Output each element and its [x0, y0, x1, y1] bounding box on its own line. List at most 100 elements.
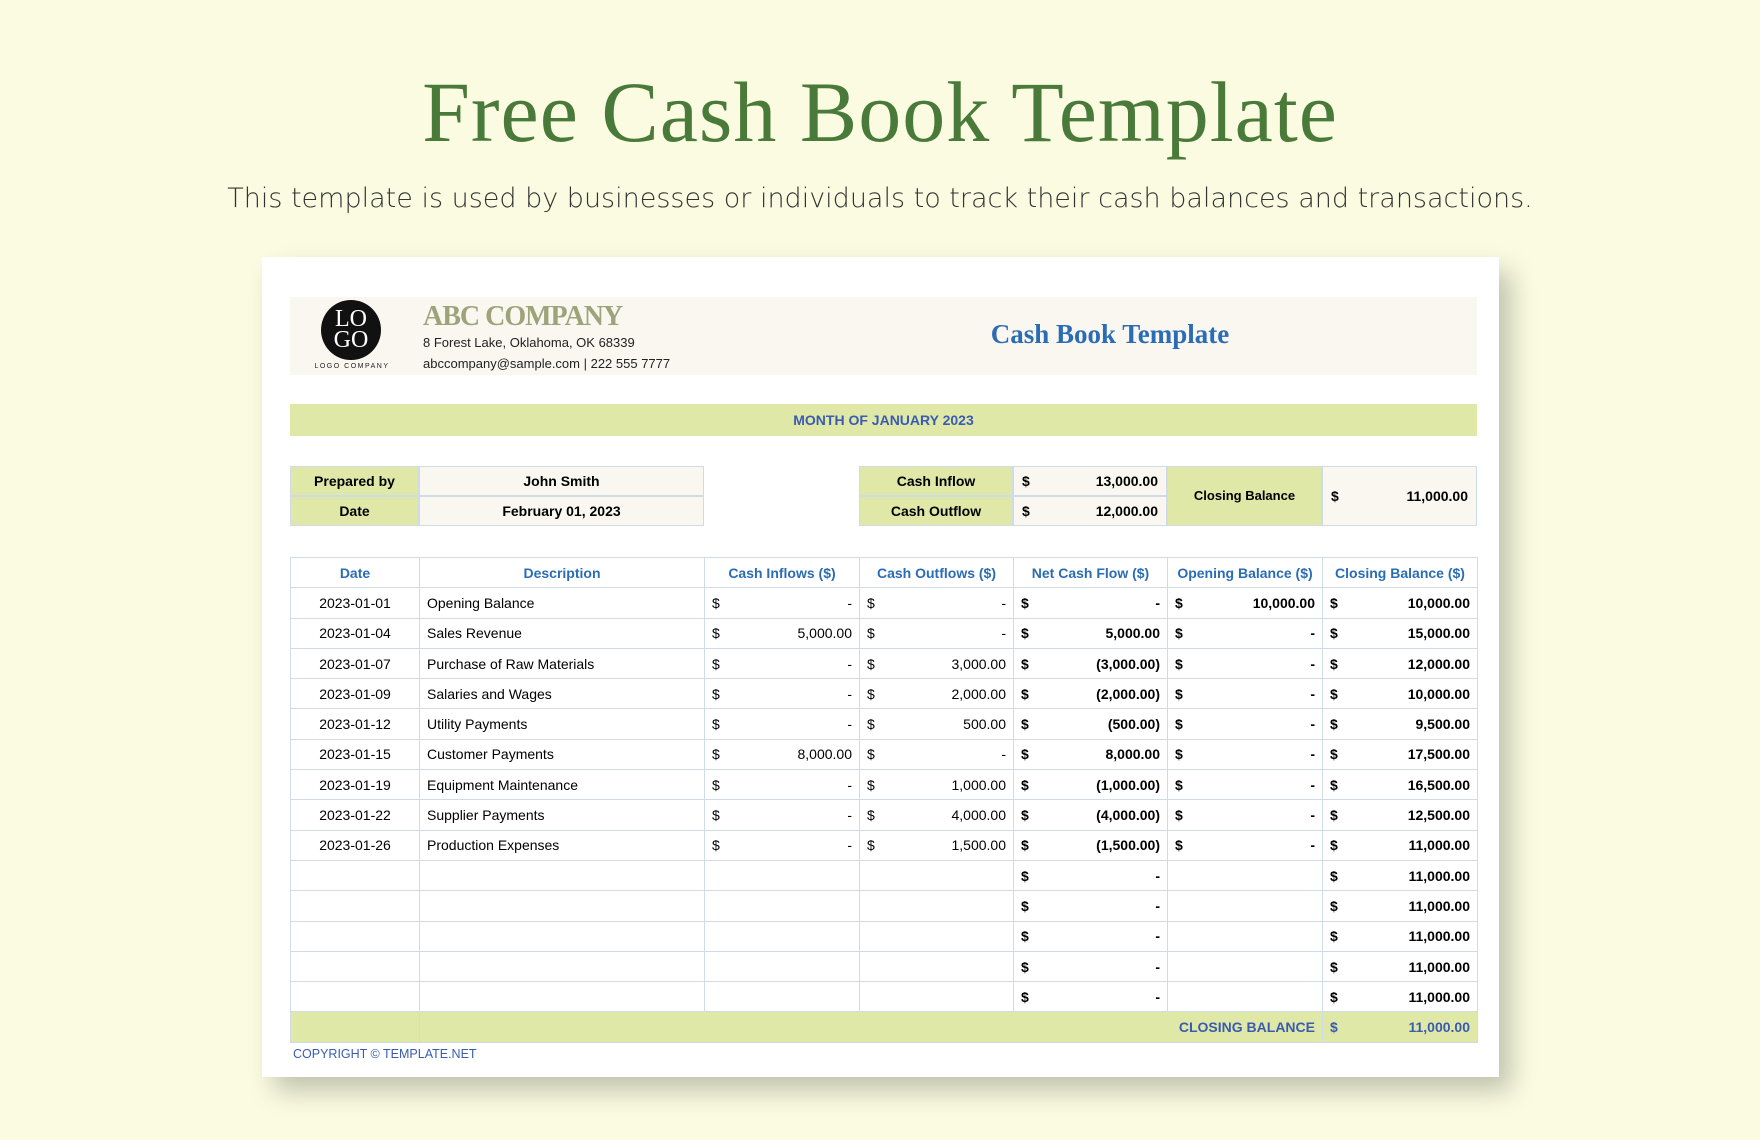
cell-cash-outflow[interactable]: $ -	[859, 587, 1014, 619]
cell-description[interactable]	[419, 920, 705, 952]
cell-description[interactable]: Production Expenses	[419, 829, 705, 861]
cell-date[interactable]: 2023-01-01	[290, 587, 420, 619]
date-value[interactable]: February 01, 2023	[419, 496, 704, 526]
cell-closing-balance[interactable]: $11,000.00	[1322, 859, 1478, 892]
cell-date[interactable]: 2023-01-07	[290, 647, 420, 680]
cell-opening-balance[interactable]: $ -	[1167, 708, 1323, 740]
cell-cash-outflow[interactable]	[859, 920, 1014, 952]
cell-date[interactable]: 2023-01-22	[290, 799, 420, 831]
cell-opening-balance[interactable]: $ -	[1167, 738, 1323, 771]
cell-description[interactable]: Customer Payments	[419, 738, 705, 771]
cell-description[interactable]	[419, 981, 705, 1013]
cell-closing-balance[interactable]: $9,500.00	[1322, 708, 1478, 740]
cell-closing-balance[interactable]: $16,500.00	[1322, 769, 1478, 801]
cell-opening-balance[interactable]: $ -	[1167, 617, 1323, 649]
prepared-by-value[interactable]: John Smith	[419, 466, 704, 496]
cell-cash-outflow[interactable]: $2,000.00	[859, 678, 1014, 710]
cell-opening-balance[interactable]: $ -	[1167, 829, 1323, 861]
cell-date[interactable]	[290, 981, 420, 1013]
cell-net-cash-flow[interactable]: $8,000.00	[1013, 738, 1168, 771]
cell-cash-inflow[interactable]: $ -	[704, 829, 860, 861]
cell-opening-balance[interactable]	[1167, 920, 1323, 952]
cell-net-cash-flow[interactable]: $ -	[1013, 890, 1168, 922]
cell-date[interactable]: 2023-01-19	[290, 769, 420, 801]
cell-cash-outflow[interactable]: $4,000.00	[859, 799, 1014, 831]
cell-cash-inflow[interactable]	[704, 859, 860, 892]
cell-net-cash-flow[interactable]: $ -	[1013, 859, 1168, 892]
cell-opening-balance[interactable]: $ -	[1167, 769, 1323, 801]
cell-closing-balance[interactable]: $11,000.00	[1322, 981, 1478, 1013]
cell-net-cash-flow[interactable]: $ (500.00)	[1013, 708, 1168, 740]
cell-net-cash-flow[interactable]: $ (1,500.00)	[1013, 829, 1168, 861]
cell-cash-outflow[interactable]: $1,500.00	[859, 829, 1014, 861]
cell-net-cash-flow[interactable]: $ (4,000.00)	[1013, 799, 1168, 831]
cell-date[interactable]: 2023-01-26	[290, 829, 420, 861]
cell-date[interactable]: 2023-01-09	[290, 678, 420, 710]
cell-description[interactable]: Purchase of Raw Materials	[419, 647, 705, 680]
cell-date[interactable]	[290, 890, 420, 922]
cell-date[interactable]	[290, 950, 420, 983]
cell-closing-balance[interactable]: $12,500.00	[1322, 799, 1478, 831]
cell-net-cash-flow[interactable]: $ (1,000.00)	[1013, 769, 1168, 801]
cell-closing-balance[interactable]: $10,000.00	[1322, 587, 1478, 619]
cell-net-cash-flow[interactable]: $5,000.00	[1013, 617, 1168, 649]
cell-description[interactable]	[419, 950, 705, 983]
cell-description[interactable]: Supplier Payments	[419, 799, 705, 831]
cell-description[interactable]: Utility Payments	[419, 708, 705, 740]
cell-cash-inflow[interactable]: $5,000.00	[704, 617, 860, 649]
cell-date[interactable]	[290, 859, 420, 892]
cell-cash-inflow[interactable]	[704, 920, 860, 952]
cell-description[interactable]	[419, 890, 705, 922]
cell-net-cash-flow[interactable]: $ -	[1013, 981, 1168, 1013]
cell-cash-inflow[interactable]: $ -	[704, 799, 860, 831]
cell-opening-balance[interactable]: $ -	[1167, 799, 1323, 831]
cell-net-cash-flow[interactable]: $ -	[1013, 587, 1168, 619]
cell-opening-balance[interactable]: $10,000.00	[1167, 587, 1323, 619]
cell-opening-balance[interactable]: $ -	[1167, 678, 1323, 710]
cell-opening-balance[interactable]	[1167, 859, 1323, 892]
cell-description[interactable]: Opening Balance	[419, 587, 705, 619]
cell-cash-outflow[interactable]	[859, 950, 1014, 983]
cell-cash-inflow[interactable]: $ -	[704, 647, 860, 680]
cell-closing-balance[interactable]: $15,000.00	[1322, 617, 1478, 649]
cell-cash-outflow[interactable]: $500.00	[859, 708, 1014, 740]
cell-cash-outflow[interactable]: $3,000.00	[859, 647, 1014, 680]
cell-net-cash-flow[interactable]: $ -	[1013, 950, 1168, 983]
cell-opening-balance[interactable]	[1167, 981, 1323, 1013]
cell-closing-balance[interactable]: $11,000.00	[1322, 950, 1478, 983]
cell-closing-balance[interactable]: $11,000.00	[1322, 829, 1478, 861]
cell-net-cash-flow[interactable]: $ (2,000.00)	[1013, 678, 1168, 710]
cell-date[interactable]	[290, 920, 420, 952]
cell-cash-outflow[interactable]: $ -	[859, 617, 1014, 649]
cell-description[interactable]: Salaries and Wages	[419, 678, 705, 710]
cell-cash-outflow[interactable]: $1,000.00	[859, 769, 1014, 801]
cell-closing-balance[interactable]: $11,000.00	[1322, 890, 1478, 922]
cell-cash-inflow[interactable]	[704, 890, 860, 922]
cell-net-cash-flow[interactable]: $ -	[1013, 920, 1168, 952]
cell-cash-inflow[interactable]	[704, 950, 860, 983]
cell-closing-balance[interactable]: $12,000.00	[1322, 647, 1478, 680]
cell-opening-balance[interactable]	[1167, 950, 1323, 983]
cell-cash-inflow[interactable]: $8,000.00	[704, 738, 860, 771]
cell-description[interactable]: Sales Revenue	[419, 617, 705, 649]
cell-opening-balance[interactable]: $ -	[1167, 647, 1323, 680]
cell-date[interactable]: 2023-01-04	[290, 617, 420, 649]
cell-date[interactable]: 2023-01-15	[290, 738, 420, 771]
cell-cash-outflow[interactable]	[859, 859, 1014, 892]
cell-cash-inflow[interactable]: $ -	[704, 769, 860, 801]
cell-cash-inflow[interactable]	[704, 981, 860, 1013]
cell-cash-outflow[interactable]	[859, 981, 1014, 1013]
cell-opening-balance[interactable]	[1167, 890, 1323, 922]
cell-date[interactable]: 2023-01-12	[290, 708, 420, 740]
cell-cash-outflow[interactable]	[859, 890, 1014, 922]
cell-description[interactable]	[419, 859, 705, 892]
cell-closing-balance[interactable]: $11,000.00	[1322, 920, 1478, 952]
cell-closing-balance[interactable]: $17,500.00	[1322, 738, 1478, 771]
cell-cash-inflow[interactable]: $ -	[704, 678, 860, 710]
cell-cash-inflow[interactable]: $ -	[704, 708, 860, 740]
cell-closing-balance[interactable]: $10,000.00	[1322, 678, 1478, 710]
cell-net-cash-flow[interactable]: $ (3,000.00)	[1013, 647, 1168, 680]
cell-cash-outflow[interactable]: $ -	[859, 738, 1014, 771]
cell-cash-inflow[interactable]: $ -	[704, 587, 860, 619]
cell-description[interactable]: Equipment Maintenance	[419, 769, 705, 801]
